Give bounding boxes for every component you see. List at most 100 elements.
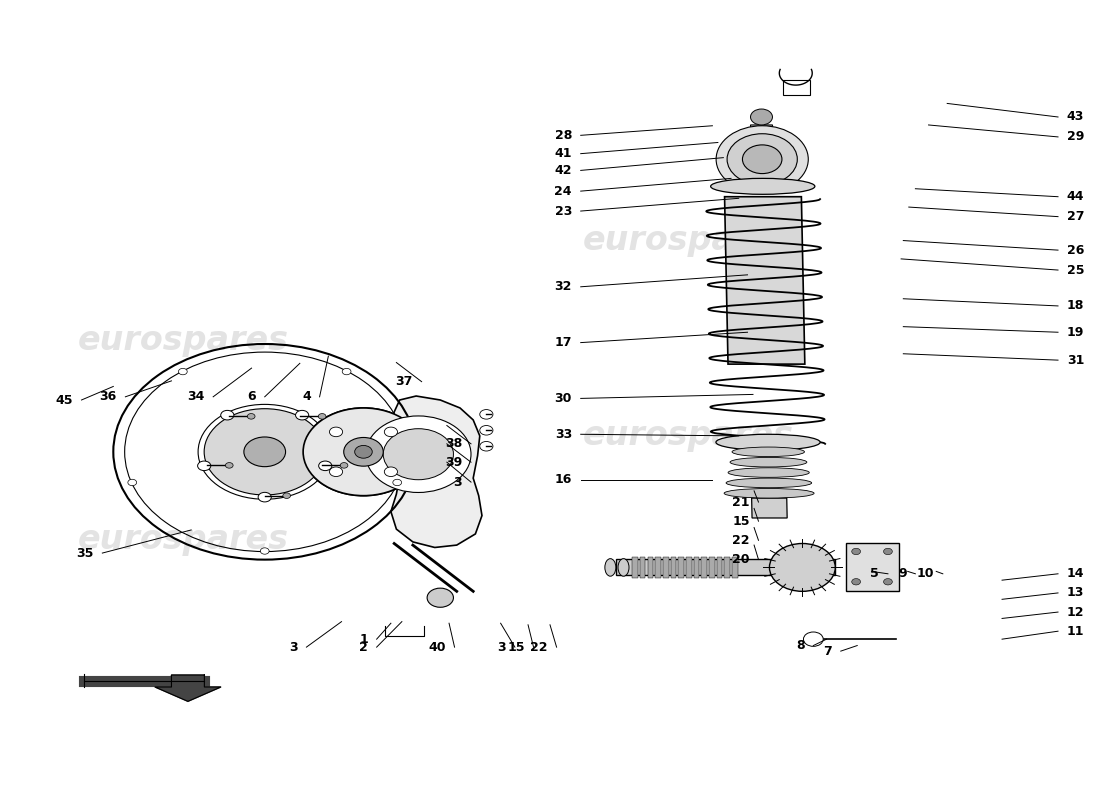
Ellipse shape [711,178,815,194]
Bar [679,557,684,578]
Bar [782,79,810,95]
Ellipse shape [730,458,807,467]
Bar [750,125,772,169]
Text: 15: 15 [507,641,525,654]
Ellipse shape [340,462,348,468]
Text: 3: 3 [453,476,462,489]
Text: 24: 24 [554,185,572,198]
Ellipse shape [221,410,234,420]
Ellipse shape [261,548,270,554]
Polygon shape [390,396,482,547]
Circle shape [727,134,798,185]
Text: 39: 39 [446,456,462,469]
Text: 38: 38 [446,438,462,450]
Circle shape [769,543,835,591]
Ellipse shape [732,447,804,457]
Text: 23: 23 [554,205,572,218]
Bar [663,557,669,578]
Circle shape [480,426,493,435]
Bar [640,557,646,578]
Circle shape [384,467,397,477]
Text: 8: 8 [796,639,804,652]
Polygon shape [750,125,773,169]
Text: 11: 11 [1067,625,1085,638]
Text: 31: 31 [1067,354,1085,366]
Ellipse shape [248,414,255,419]
Polygon shape [155,675,221,702]
Ellipse shape [258,492,272,502]
Text: 19: 19 [1067,326,1085,338]
Ellipse shape [283,493,290,498]
Ellipse shape [178,368,187,374]
Ellipse shape [205,409,326,495]
Circle shape [851,578,860,585]
Circle shape [883,548,892,554]
Circle shape [330,427,342,437]
Text: 37: 37 [396,375,412,388]
Text: 14: 14 [1067,567,1085,580]
Ellipse shape [226,462,233,468]
Circle shape [480,410,493,419]
Bar [632,557,638,578]
Circle shape [716,126,808,193]
Text: 13: 13 [1067,586,1085,599]
Text: 22: 22 [733,534,750,547]
Text: 41: 41 [554,147,572,160]
Text: 35: 35 [76,546,94,559]
Ellipse shape [198,461,211,470]
Circle shape [883,578,892,585]
Text: 40: 40 [428,641,446,654]
Circle shape [330,467,342,477]
Bar [717,557,723,578]
Text: 34: 34 [187,390,205,403]
Text: 30: 30 [554,392,572,405]
Ellipse shape [128,479,136,486]
Text: 5: 5 [870,567,879,580]
Ellipse shape [304,408,424,496]
Bar [322,422,405,482]
Bar [656,557,661,578]
Circle shape [480,442,493,451]
Text: 28: 28 [554,129,572,142]
Text: 2: 2 [359,641,367,654]
Bar [702,557,707,578]
Ellipse shape [618,558,629,576]
Bar [648,557,653,578]
Text: 25: 25 [1067,263,1085,277]
Text: 3: 3 [497,641,506,654]
Ellipse shape [728,468,810,478]
Text: 29: 29 [1067,130,1085,143]
Circle shape [365,416,471,493]
Text: 32: 32 [554,280,572,294]
Text: 17: 17 [554,336,572,349]
Text: 33: 33 [554,428,572,441]
Circle shape [354,446,372,458]
Text: eurospares: eurospares [583,224,794,257]
Circle shape [803,632,823,646]
Circle shape [384,427,397,437]
Circle shape [383,429,453,480]
Text: 12: 12 [1067,606,1085,618]
Text: 20: 20 [733,553,750,566]
Text: eurospares: eurospares [78,523,289,556]
Ellipse shape [342,368,351,374]
Bar [671,557,676,578]
Bar [710,557,715,578]
Ellipse shape [304,408,424,496]
Text: 21: 21 [733,495,750,509]
Text: 44: 44 [1067,190,1085,203]
Polygon shape [725,197,805,364]
Text: 43: 43 [1067,110,1085,123]
Ellipse shape [716,434,821,450]
Text: 9: 9 [898,567,906,580]
Text: 4: 4 [302,390,311,403]
Text: 22: 22 [530,641,548,654]
Circle shape [343,438,383,466]
Text: 18: 18 [1067,299,1085,313]
Text: 6: 6 [248,390,256,403]
Ellipse shape [319,461,332,470]
Ellipse shape [393,479,402,486]
Ellipse shape [318,414,326,419]
Text: 3: 3 [289,641,298,654]
Polygon shape [751,498,788,518]
